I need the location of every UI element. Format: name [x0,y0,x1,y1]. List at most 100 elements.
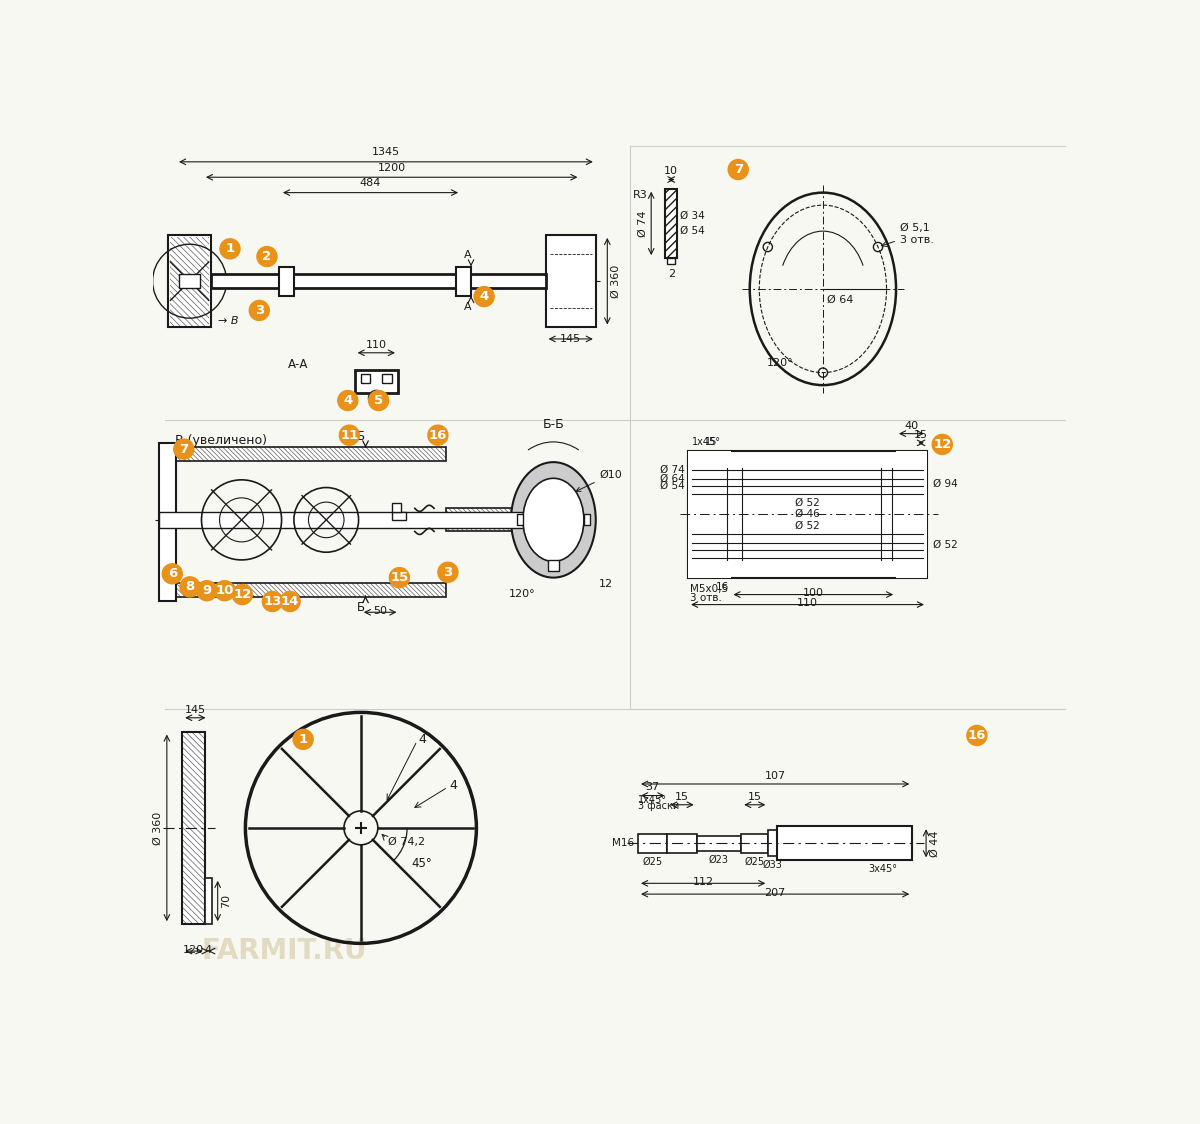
Text: 1x45°: 1x45° [692,437,721,446]
Text: 4: 4 [205,945,212,955]
Text: 12: 12 [233,588,252,601]
Bar [665,189,677,259]
Text: 15: 15 [674,791,689,801]
Text: Ø 74: Ø 74 [660,465,684,475]
Text: 10: 10 [216,584,234,597]
Text: 8: 8 [185,580,194,593]
Bar [391,502,401,513]
Circle shape [197,581,217,600]
Text: 107: 107 [764,771,786,781]
Text: 12: 12 [599,579,613,589]
Text: Ø23: Ø23 [709,855,728,864]
Bar [688,451,926,578]
Bar [896,451,926,578]
Bar [391,513,406,520]
Circle shape [180,577,200,597]
Bar [211,274,546,288]
Text: 145: 145 [560,334,581,344]
Circle shape [438,562,458,582]
Text: 4: 4 [450,779,457,792]
Text: Ø33: Ø33 [763,860,782,870]
Bar [742,834,768,852]
Text: Ø 5,1
3 отв.: Ø 5,1 3 отв. [882,223,934,246]
Text: Ø 94: Ø 94 [934,479,958,488]
Circle shape [967,725,986,745]
Text: 3 отв.: 3 отв. [690,593,721,604]
Text: A: A [464,302,472,312]
Ellipse shape [523,479,584,562]
Text: 4: 4 [419,733,426,746]
Bar [160,513,538,527]
Circle shape [428,425,448,445]
Bar [361,373,370,383]
Bar [174,583,445,597]
Text: Ø25: Ø25 [643,858,662,867]
Text: Ø 54: Ø 54 [680,226,706,236]
Bar [160,443,176,600]
Text: Ø 360: Ø 360 [154,812,163,844]
Circle shape [932,434,953,454]
Text: М16: М16 [612,839,635,849]
Text: 7: 7 [179,443,188,455]
Text: М5х0,5: М5х0,5 [690,583,728,593]
Text: 15: 15 [914,429,928,439]
Text: 16: 16 [967,729,986,742]
Bar [456,266,472,296]
Circle shape [389,568,409,588]
Text: → В: → В [218,316,239,326]
Text: 120: 120 [184,945,204,955]
Bar [517,515,523,525]
Text: Ø 64: Ø 64 [660,473,684,483]
Text: 6: 6 [168,568,176,580]
Bar [205,878,211,924]
Text: 4: 4 [343,395,353,407]
Text: Ø 46: Ø 46 [796,509,820,519]
Text: 110: 110 [797,598,818,608]
Bar [445,508,538,532]
Text: Ø 54: Ø 54 [660,481,684,490]
Bar [168,235,211,327]
Text: Ø 74,2: Ø 74,2 [388,836,425,846]
Bar [278,266,294,296]
Text: Б: Б [356,429,365,443]
Bar [688,451,731,578]
Text: 2: 2 [667,269,674,279]
Text: 50: 50 [373,606,388,616]
Text: 100: 100 [803,589,823,598]
Text: 15: 15 [748,791,762,801]
Bar [174,446,445,461]
Text: Ø 74: Ø 74 [637,210,647,237]
Bar [546,235,595,327]
Text: A: A [464,251,472,261]
Bar [768,831,778,856]
Text: 15: 15 [390,571,408,584]
Text: 3: 3 [254,303,264,317]
Text: 112: 112 [692,877,714,887]
Text: 12: 12 [934,438,952,451]
Bar [778,826,912,860]
Text: Ø 64: Ø 64 [827,294,853,305]
Bar [179,274,200,288]
Circle shape [220,238,240,259]
Text: 10: 10 [665,166,678,176]
Bar [638,834,667,852]
Text: 37: 37 [646,782,660,792]
Text: 45°: 45° [410,858,432,870]
Text: FARMIT.RU: FARMIT.RU [202,937,367,966]
Text: 7: 7 [733,163,743,176]
Text: 120°: 120° [509,589,536,599]
Circle shape [233,584,252,605]
Bar [548,560,559,571]
Text: 13: 13 [263,595,282,608]
Text: Б: Б [356,600,365,614]
Bar [697,835,742,851]
Text: Ø 44: Ø 44 [930,830,940,856]
Text: R3: R3 [634,190,648,200]
Text: 3x45°: 3x45° [868,864,896,874]
Text: 484: 484 [360,178,382,188]
Text: В (увеличено): В (увеличено) [174,434,266,446]
Circle shape [257,246,277,266]
Text: 16: 16 [428,428,448,442]
Text: 15: 15 [706,437,718,446]
Text: А-А: А-А [288,359,308,371]
